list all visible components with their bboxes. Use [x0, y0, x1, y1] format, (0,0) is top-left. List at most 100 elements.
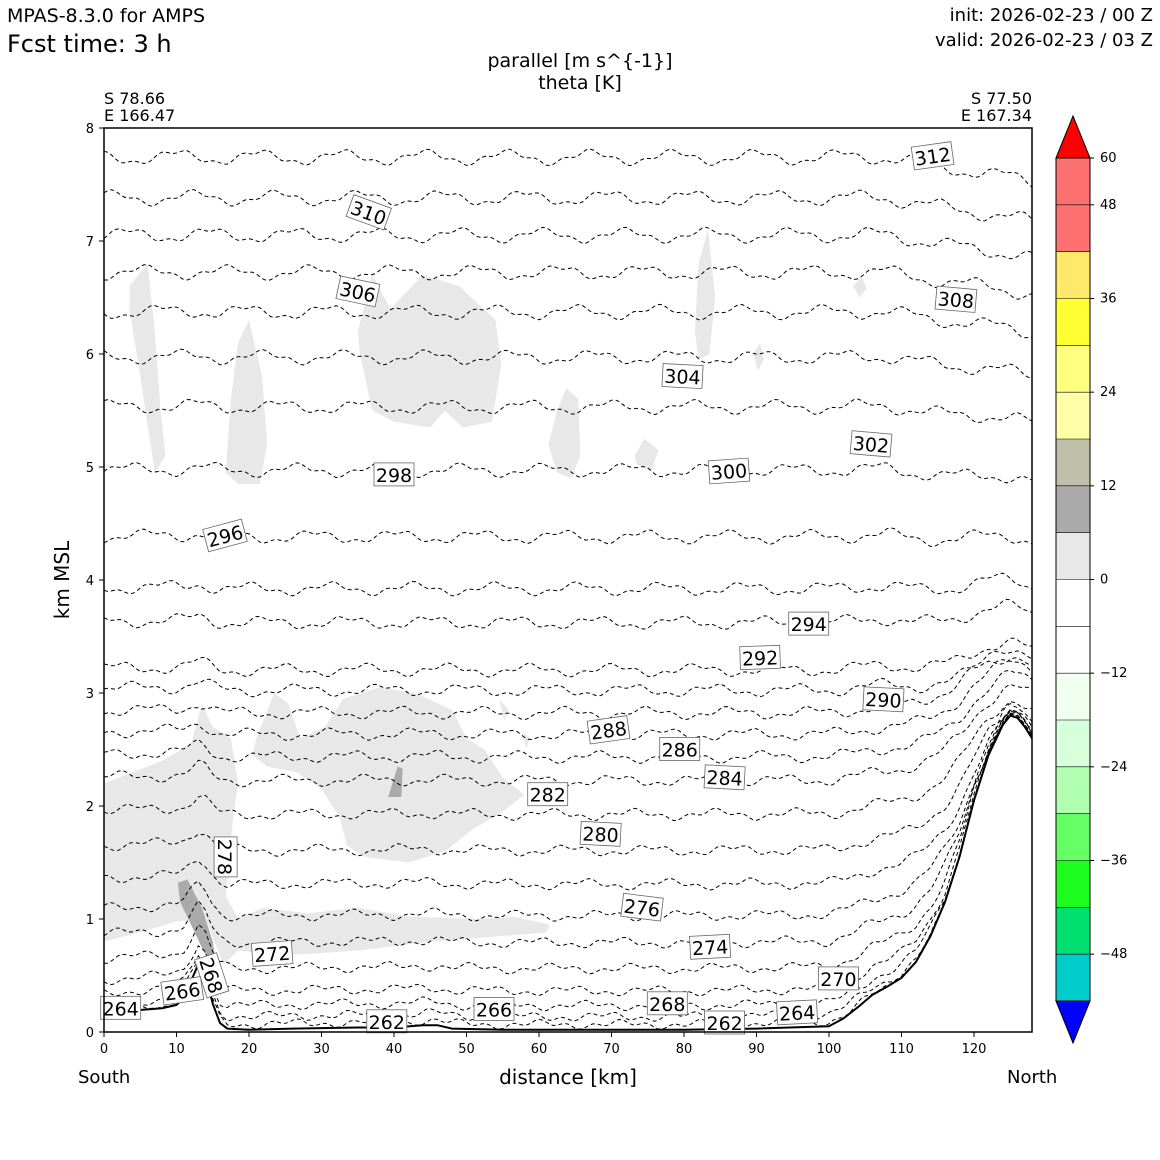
- theta-contour-line: [104, 527, 1032, 547]
- contour-label-box: [579, 820, 622, 847]
- contour-label-290: 290: [862, 686, 905, 713]
- x-tick-label: 30: [313, 1042, 330, 1057]
- theta-contour-line: [104, 713, 1032, 1022]
- wind-shade-region: [357, 274, 502, 428]
- colorbar-tick-label: −48: [1100, 947, 1127, 962]
- wind-shade-region: [694, 229, 716, 360]
- contour-label-292: 292: [739, 644, 781, 671]
- contour-label-266: 266: [160, 976, 205, 1006]
- contour-label-298: 298: [373, 462, 415, 487]
- theta-contour-line: [104, 709, 1032, 891]
- wind-shade-region: [548, 387, 581, 479]
- contour-label-box: [646, 991, 688, 1016]
- colorbar-tick-label: 36: [1100, 292, 1117, 307]
- colorbar-segment: [1056, 813, 1090, 861]
- contour-label-text: 266: [163, 979, 202, 1006]
- y-tick-label: 3: [86, 687, 94, 702]
- wind-shade-region: [523, 732, 530, 750]
- contour-label-286: 286: [659, 737, 701, 762]
- y-tick-label: 6: [86, 348, 94, 363]
- contour-label-text: 270: [820, 969, 856, 991]
- contour-label-text: 284: [706, 767, 743, 791]
- contour-label-box: [100, 995, 142, 1020]
- contour-label-text: 266: [476, 999, 512, 1021]
- contour-label-box: [213, 836, 238, 878]
- contour-label-270: 270: [818, 966, 859, 991]
- colorbar-segment: [1056, 158, 1090, 205]
- contour-label-296: 296: [202, 518, 248, 553]
- y-axis-label: km MSL: [50, 540, 74, 619]
- contour-label-text: 296: [205, 522, 246, 553]
- contour-label-text: 310: [347, 197, 389, 230]
- theta-contour-line: [104, 657, 1032, 698]
- contour-label-box: [659, 737, 701, 761]
- contour-label-288: 288: [586, 715, 631, 745]
- theta-contour-line: [104, 708, 1032, 857]
- colorbar-tick-label: 24: [1100, 385, 1117, 400]
- wind-shade-region: [752, 342, 764, 371]
- colorbar-segment: [1056, 298, 1090, 346]
- colorbar-segment: [1056, 392, 1090, 439]
- contour-label-text: 298: [376, 465, 412, 487]
- x-tick-label: 0: [100, 1042, 108, 1057]
- y-tick-label: 7: [86, 235, 94, 250]
- x-tick-label: 40: [386, 1042, 403, 1057]
- contour-label-264: 264: [776, 999, 819, 1026]
- wind-shade-region: [252, 687, 525, 863]
- wind-shade-region: [634, 438, 659, 471]
- right-end-longitude: E 167.34: [960, 106, 1032, 125]
- theta-contour-line: [104, 713, 1032, 1012]
- contour-label-282: 282: [527, 782, 569, 807]
- valid-time: valid: 2026-02-23 / 03 Z: [935, 30, 1153, 51]
- colorbar-tick-label: −36: [1100, 854, 1127, 869]
- contour-label-box: [934, 285, 978, 313]
- colorbar-segment: [1056, 720, 1090, 767]
- y-axis-ticks: 0 1 2 3 4 5 6 7 8: [86, 122, 104, 1041]
- contour-label-box: [788, 611, 830, 636]
- wind-shade-region: [129, 263, 166, 473]
- wind-shade-region: [225, 320, 268, 484]
- colorbar-segment: [1056, 579, 1090, 627]
- contour-label-text: 280: [582, 823, 619, 847]
- contour-label-302: 302: [849, 430, 893, 458]
- x-tick-label: 100: [817, 1042, 842, 1057]
- contour-label-box: [586, 715, 631, 745]
- contour-label-box: [689, 933, 732, 960]
- colorbar-tick-label: 0: [1100, 573, 1108, 588]
- theta-contour-line: [104, 637, 1032, 678]
- colorbar-segment: [1056, 204, 1090, 252]
- contour-label-308: 308: [934, 285, 978, 313]
- contour-label-box: [160, 976, 205, 1006]
- contour-label-box: [739, 644, 781, 671]
- contour-label-box: [202, 518, 248, 553]
- x-tick-label: 80: [676, 1042, 693, 1057]
- theta-contour-line: [104, 226, 1032, 260]
- theta-contour-line: [104, 264, 1032, 300]
- left-end-latitude: S 78.66: [104, 89, 166, 108]
- theta-contour-line: [104, 348, 1032, 379]
- contour-label-278: 278: [213, 836, 238, 878]
- left-end-longitude: E 166.47: [104, 106, 176, 125]
- contour-label-box: [704, 1010, 745, 1035]
- colorbar: 60 48 36 24 12 0 −12 −24 −36 −48: [1055, 114, 1127, 1045]
- wind-shade-region: [499, 698, 509, 722]
- colorbar-segment: [1056, 673, 1090, 720]
- x-axis-label: distance [km]: [499, 1065, 637, 1089]
- colorbar-segment: [1056, 485, 1090, 533]
- contour-label-box: [703, 764, 746, 791]
- wind-shading: [104, 229, 867, 982]
- contour-label-300: 300: [707, 457, 751, 485]
- contour-label-text: 278: [213, 839, 235, 875]
- colorbar-segment: [1056, 532, 1090, 580]
- contour-label-304: 304: [661, 363, 704, 390]
- terrain-line: [104, 714, 1032, 1031]
- theta-contour-line: [104, 659, 1032, 742]
- contour-label-box: [862, 686, 905, 713]
- contour-label-box: [818, 966, 859, 991]
- south-label: South: [78, 1067, 131, 1088]
- model-name: MPAS-8.3.0 for AMPS: [7, 5, 206, 27]
- contour-label-text: 264: [103, 998, 139, 1020]
- x-tick-label: 120: [962, 1042, 987, 1057]
- contour-label-266: 266: [473, 997, 515, 1021]
- contour-label-272: 272: [250, 940, 294, 967]
